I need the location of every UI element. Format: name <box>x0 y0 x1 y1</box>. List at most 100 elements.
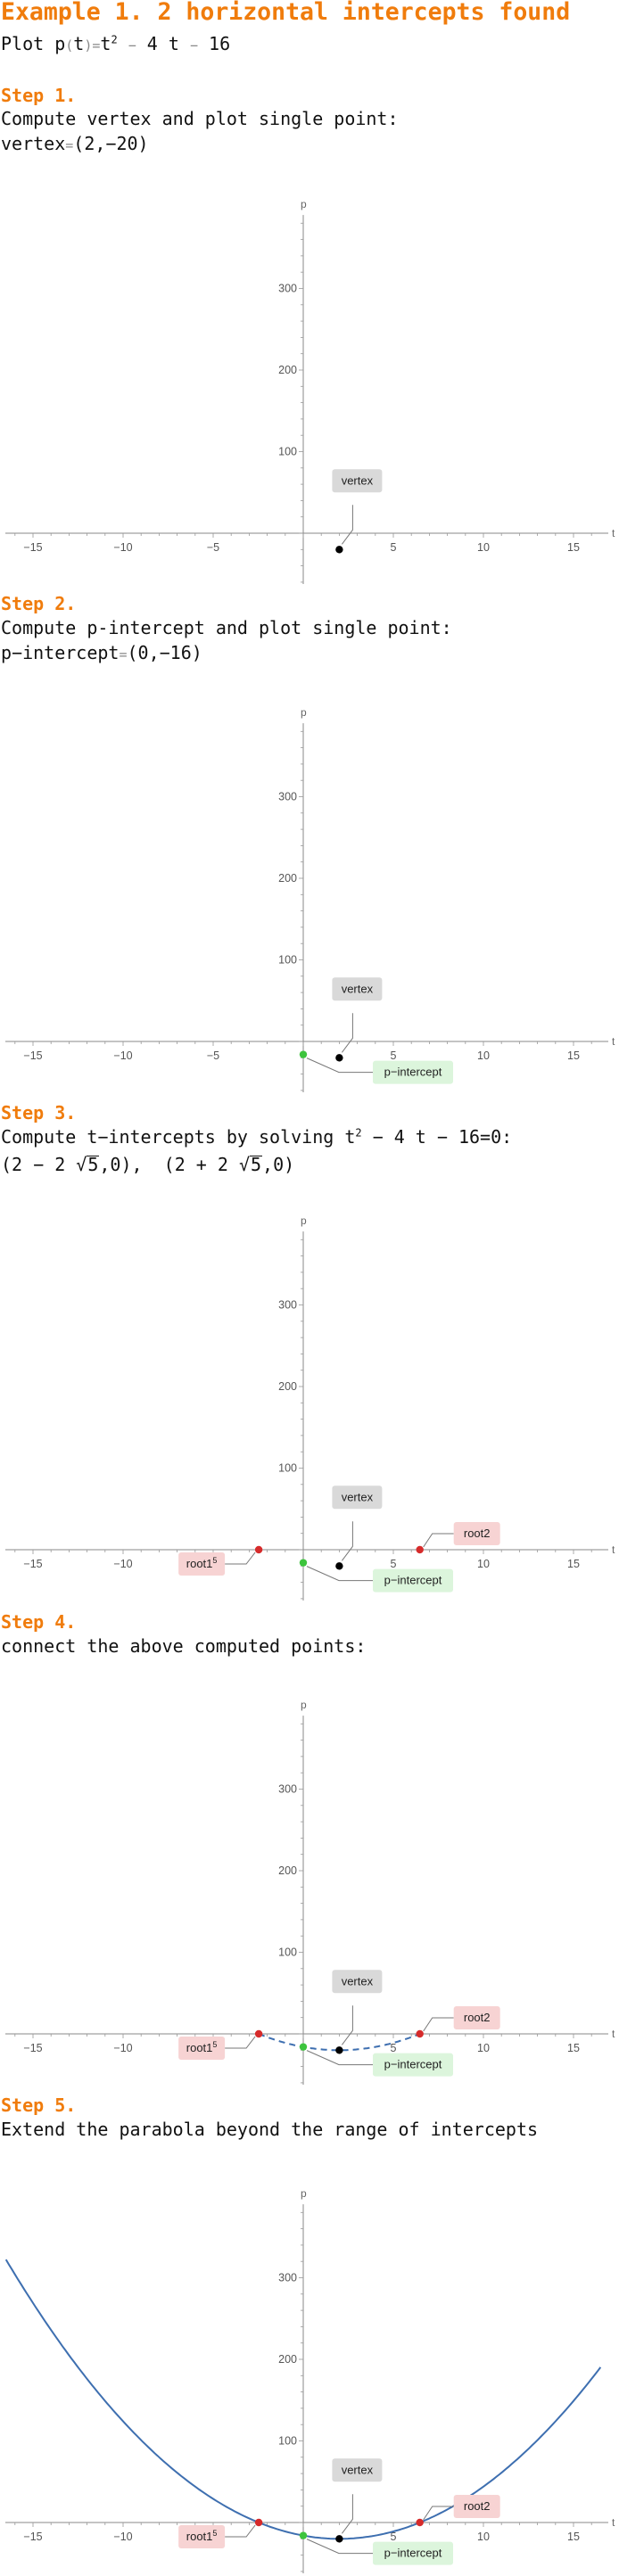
p-intercept-label-text: p−intercept <box>384 1066 442 1079</box>
vertex-point <box>335 2046 343 2054</box>
x-tick-label: −10 <box>113 1049 132 1062</box>
p-intercept-leader <box>306 2539 373 2555</box>
step-3-heading: Step 3. <box>1 1102 77 1123</box>
root1-label: root15 <box>178 1552 226 1576</box>
p-intercept-label: p−intercept <box>373 1568 453 1593</box>
step-3-chart: tp−15−10−551015100200300vertexp−intercep… <box>5 1214 615 1601</box>
p-intercept-label-box <box>373 2541 453 2565</box>
p-intercept-label: p−intercept <box>373 2541 453 2565</box>
x-tick-label: 5 <box>391 1049 397 1062</box>
root1-leader <box>225 2036 256 2049</box>
step-3-result: (2 − 2 √5,0), (2 + 2 √5,0) <box>1 1154 295 1175</box>
vertex-leader <box>341 2494 353 2534</box>
vertex-label-text: vertex <box>342 982 374 995</box>
root1-label-text: root15 <box>186 1556 218 1570</box>
p-intercept-label-box <box>373 1060 453 1084</box>
step-5-text: Extend the parabola beyond the range of … <box>1 2119 539 2140</box>
root1-label: root15 <box>178 2525 226 2548</box>
step-4-heading: Step 4. <box>1 1611 77 1633</box>
x-axis-label: t <box>612 527 615 539</box>
step-1-result: vertex=(2,−20) <box>1 133 149 154</box>
root1-leader <box>225 2524 256 2538</box>
root1-label-text: root15 <box>186 2529 218 2543</box>
y-tick-label: 200 <box>278 872 297 885</box>
x-tick-label: 15 <box>567 2531 580 2543</box>
x-axis-label: t <box>612 2516 615 2529</box>
y-tick-label: 100 <box>278 2435 297 2448</box>
y-tick-label: 100 <box>278 1462 297 1475</box>
root2-label-text: root2 <box>464 2011 491 2024</box>
vertex-label-box <box>332 469 383 493</box>
y-tick-label: 200 <box>278 1380 297 1393</box>
root1-label-text: root15 <box>186 2040 218 2054</box>
root1-point <box>254 2029 263 2038</box>
vertex-label-box <box>332 2458 383 2482</box>
x-tick-label: −10 <box>113 2531 132 2543</box>
vertex-label-box <box>332 1486 383 1510</box>
x-tick-label: 10 <box>477 2042 490 2054</box>
vertex-label-box <box>332 1970 383 1994</box>
vertex-label-box <box>332 977 383 1001</box>
root1-label-box <box>178 1552 226 1576</box>
x-axis-label: t <box>612 1543 615 1556</box>
step-3-text: Compute t−intercepts by solving t2 − 4 t… <box>1 1126 513 1148</box>
x-tick-label: 15 <box>567 541 580 554</box>
vertex-label-text: vertex <box>342 1490 374 1503</box>
vertex-point <box>335 1562 343 1570</box>
x-tick-label: −5 <box>207 541 219 554</box>
x-tick-label: −15 <box>23 1049 42 1062</box>
step-1-chart: t p −15 −10 −5 5 10 15 100 200 300 vertex <box>5 198 615 584</box>
y-tick-label: 100 <box>278 446 297 458</box>
p-intercept-point <box>299 2531 308 2539</box>
x-tick-label: −15 <box>23 2042 42 2054</box>
step-2-chart: t p −15 −10 −5 5 10 15 100 200 300 vertex p−intercep… <box>5 706 615 1092</box>
root2-label: root2 <box>453 1522 500 1545</box>
vertex-leader <box>341 505 353 545</box>
y-axis-label: p <box>301 1699 307 1711</box>
y-axis-label: p <box>301 706 307 719</box>
vertex-label: vertex <box>332 1486 383 1510</box>
p-intercept-point <box>299 2043 308 2051</box>
root1-label-sup: 5 <box>212 2529 217 2538</box>
p-intercept-label-text: p−intercept <box>384 2058 442 2071</box>
x-tick-label: 10 <box>477 1049 490 1062</box>
vertex-label: vertex <box>332 469 383 493</box>
step-2-heading: Step 2. <box>1 593 77 614</box>
y-tick-label: 200 <box>278 2353 297 2366</box>
root1-label-box <box>178 2037 226 2060</box>
root2-leader <box>423 2506 454 2521</box>
x-tick-label: 10 <box>477 2531 490 2543</box>
y-tick-label: 200 <box>278 1864 297 1877</box>
root1-label: root15 <box>178 2037 226 2060</box>
vertex-leader <box>341 1521 353 1561</box>
x-tick-label: −15 <box>23 541 42 554</box>
x-tick-label: 5 <box>391 541 397 554</box>
root1-point <box>254 2518 263 2527</box>
root1-point <box>254 1545 263 1554</box>
root2-point <box>416 2518 424 2527</box>
y-tick-label: 300 <box>278 283 297 295</box>
step-1-text: Compute vertex and plot single point: <box>1 108 399 129</box>
y-tick-label: 100 <box>278 1946 297 1959</box>
p-intercept-label-text: p−intercept <box>384 2547 442 2560</box>
y-tick-label: 300 <box>278 791 297 803</box>
vertex-leader <box>341 1013 353 1053</box>
x-tick-label: 15 <box>567 1049 580 1062</box>
step-2-text: Compute p-intercept and plot single poin… <box>1 617 452 638</box>
root2-point <box>416 2029 424 2038</box>
vertex-leader <box>341 2005 353 2045</box>
y-tick-label: 200 <box>278 364 297 376</box>
x-tick-label: 5 <box>391 2531 397 2543</box>
y-tick-label: 100 <box>278 954 297 967</box>
x-tick-label: 5 <box>391 2042 397 2054</box>
x-axis-label: t <box>612 2028 615 2040</box>
y-axis-label: p <box>301 198 307 210</box>
x-tick-label: 10 <box>477 1558 490 1570</box>
root2-label-text: root2 <box>464 2499 491 2513</box>
y-axis-label: p <box>301 2187 307 2200</box>
x-tick-label: −10 <box>113 2042 132 2054</box>
x-tick-label: 15 <box>567 2042 580 2054</box>
root1-leader <box>225 1551 256 1565</box>
x-axis-label: t <box>612 1035 615 1048</box>
x-tick-label: 10 <box>477 541 490 554</box>
